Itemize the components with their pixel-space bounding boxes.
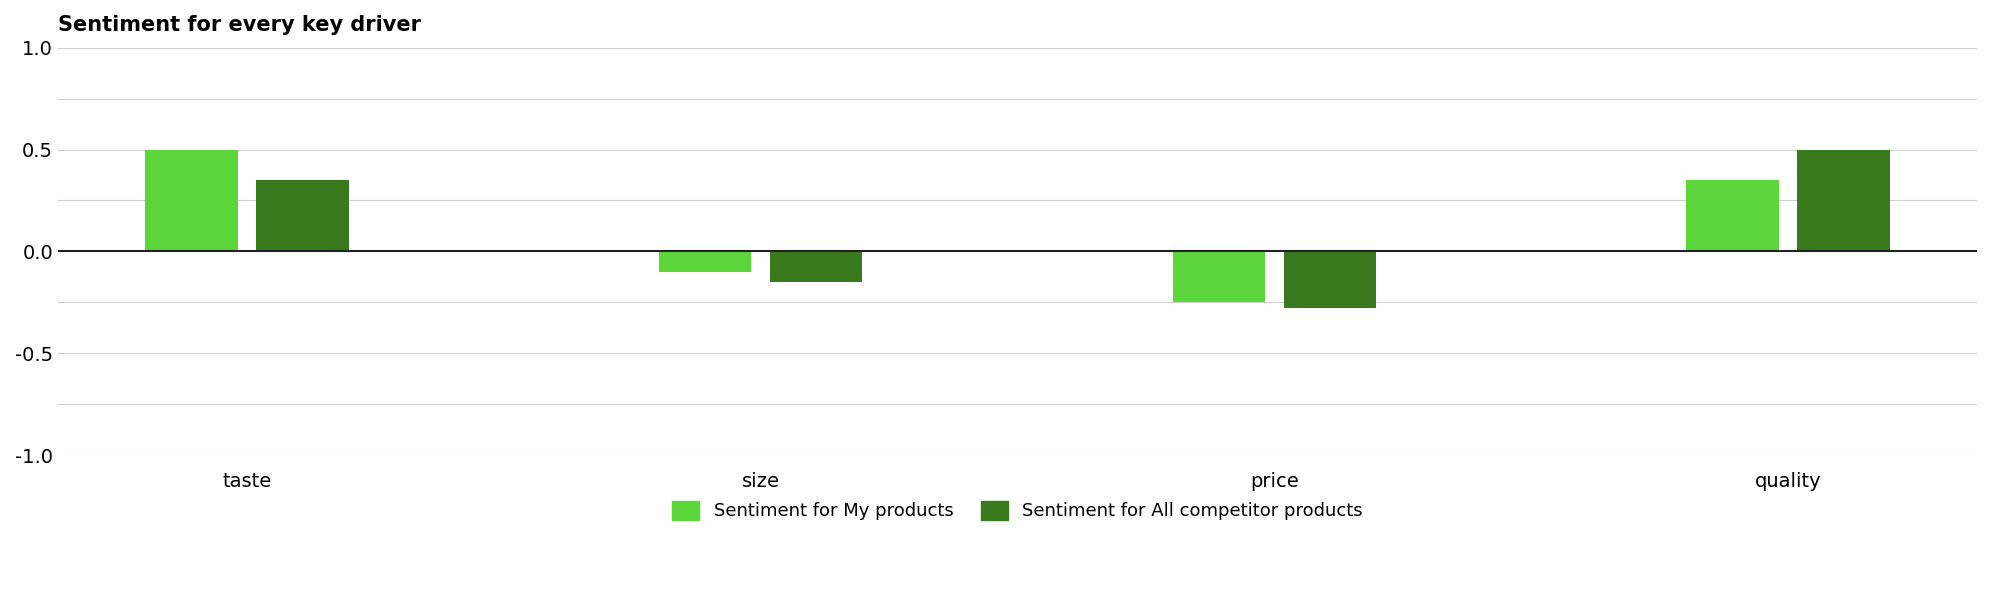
Bar [145, 149, 237, 252]
Text: Sentiment for every key driver: Sentiment for every key driver [58, 15, 420, 35]
Bar [1797, 149, 1890, 252]
Bar [769, 252, 863, 282]
Legend: Sentiment for My products, Sentiment for All competitor products: Sentiment for My products, Sentiment for… [665, 494, 1370, 527]
Bar [659, 252, 751, 272]
Bar [1173, 252, 1265, 302]
Bar [1687, 180, 1779, 252]
Bar [257, 180, 349, 252]
Bar [1283, 252, 1376, 308]
